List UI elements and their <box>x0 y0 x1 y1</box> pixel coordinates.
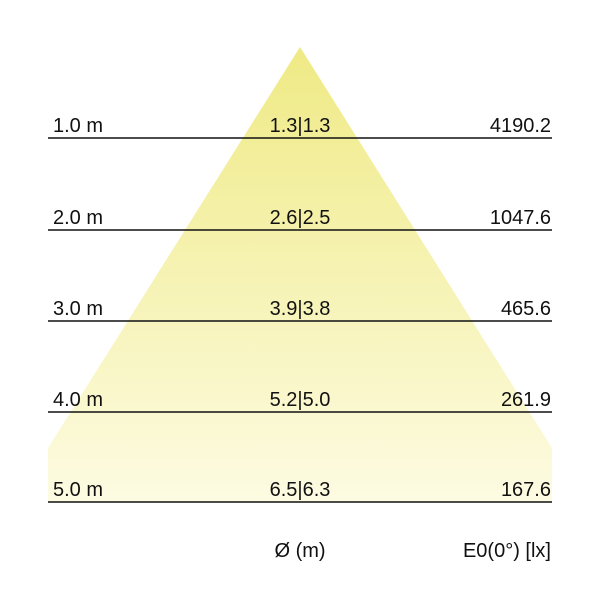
diameter-value: 1.3|1.3 <box>269 115 331 137</box>
illuminance-value: 465.6 <box>500 298 551 320</box>
illuminance-value: 261.9 <box>500 389 551 411</box>
distance-label: 5.0 m <box>53 479 104 501</box>
diameter-value: 6.5|6.3 <box>269 479 331 501</box>
diameter-axis-label: Ø (m) <box>274 540 326 562</box>
distance-label: 4.0 m <box>53 389 104 411</box>
illuminance-axis-label: E0(0°) [lx] <box>462 540 551 562</box>
distance-label: 1.0 m <box>53 115 104 137</box>
diameter-value: 5.2|5.0 <box>269 389 331 411</box>
light-cone <box>48 47 552 502</box>
distance-label: 3.0 m <box>53 298 104 320</box>
illuminance-value: 4190.2 <box>489 115 551 137</box>
illuminance-value: 167.6 <box>500 479 551 501</box>
diameter-value: 2.6|2.5 <box>269 207 331 229</box>
illuminance-value: 1047.6 <box>489 207 551 229</box>
diameter-value: 3.9|3.8 <box>269 298 331 320</box>
distance-label: 2.0 m <box>53 207 104 229</box>
